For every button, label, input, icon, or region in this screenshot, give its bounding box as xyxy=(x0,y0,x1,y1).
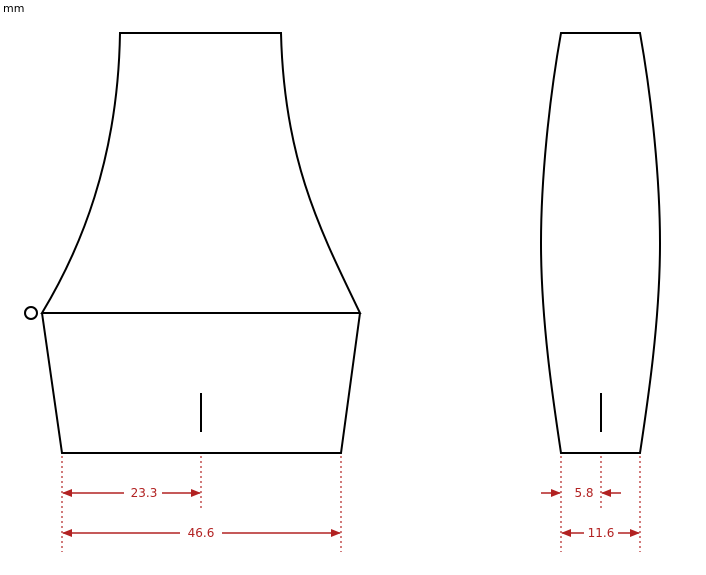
front-half-width-label: 23.3 xyxy=(131,486,158,500)
side-view: 5.8 11.6 xyxy=(539,32,662,552)
origin-point-marker[interactable] xyxy=(24,306,38,320)
units-label: mm xyxy=(3,2,25,15)
front-lower-profile xyxy=(41,312,361,454)
side-profile xyxy=(539,32,662,454)
side-half-thickness-label: 5.8 xyxy=(574,486,593,500)
front-full-width-label: 46.6 xyxy=(188,526,215,540)
front-upper-profile xyxy=(40,32,362,314)
side-full-thickness-label: 11.6 xyxy=(588,526,615,540)
front-view: 23.3 46.6 xyxy=(24,32,362,552)
